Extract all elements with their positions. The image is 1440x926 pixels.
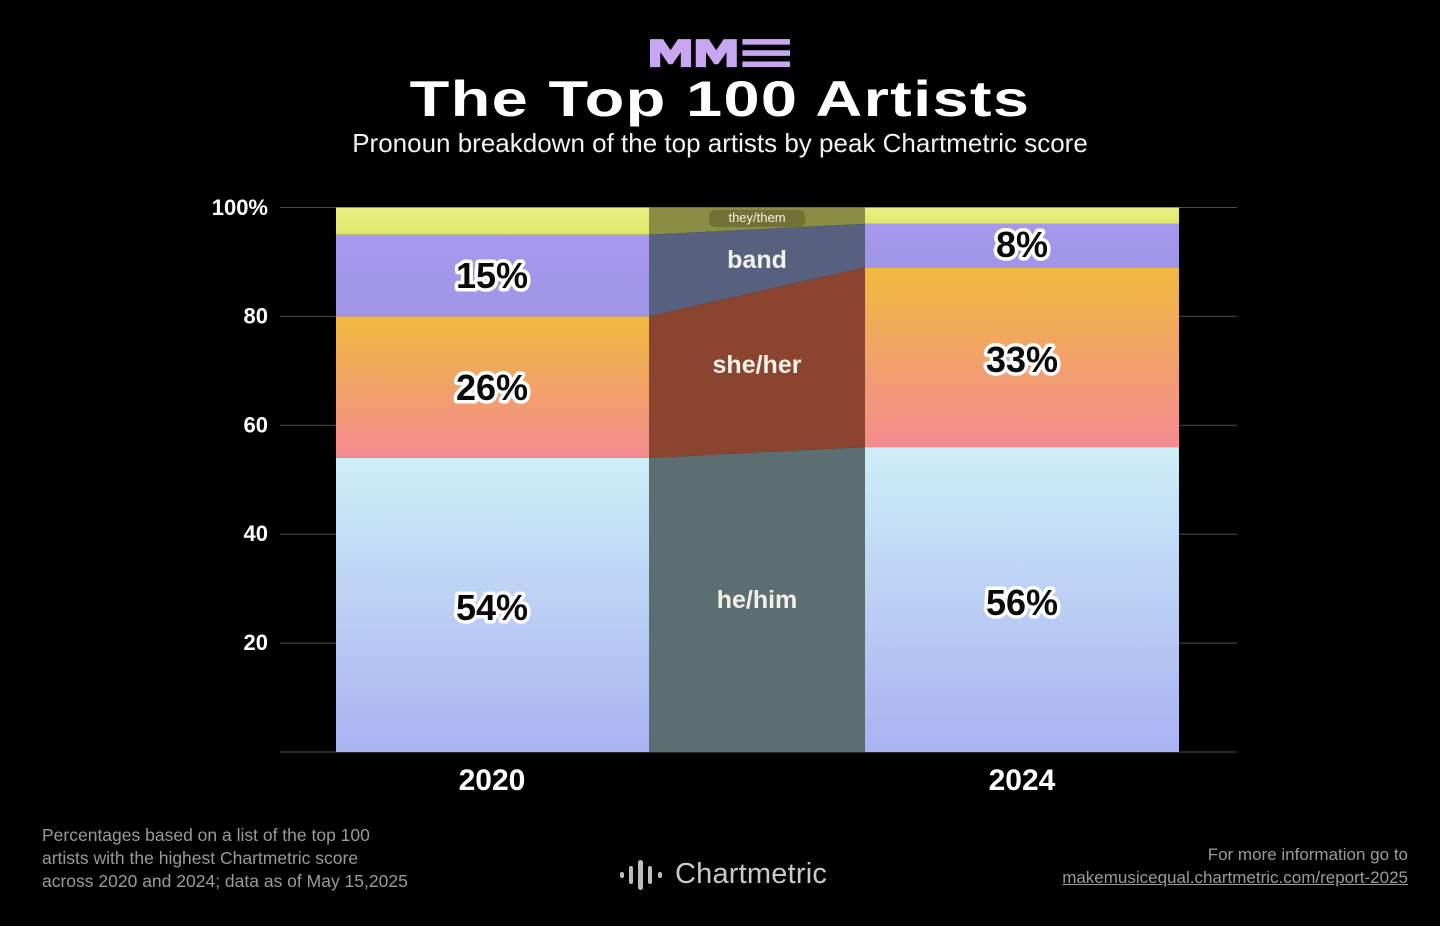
svg-text:they/them: they/them: [728, 210, 785, 225]
svg-text:56%: 56%: [986, 582, 1058, 623]
svg-text:40: 40: [244, 521, 268, 546]
svg-text:33%: 33%: [986, 339, 1058, 380]
svg-text:20: 20: [244, 630, 268, 655]
svg-text:15%: 15%: [456, 255, 528, 296]
svg-text:60: 60: [244, 412, 268, 437]
svg-text:2024: 2024: [989, 764, 1056, 797]
svg-text:80: 80: [244, 303, 268, 328]
svg-text:band: band: [727, 246, 787, 274]
svg-text:54%: 54%: [456, 587, 528, 628]
svg-text:26%: 26%: [456, 367, 528, 408]
svg-text:he/him: he/him: [717, 586, 798, 614]
svg-text:8%: 8%: [996, 224, 1048, 265]
svg-text:2020: 2020: [459, 764, 526, 797]
svg-text:100%: 100%: [212, 195, 268, 220]
svg-text:she/her: she/her: [713, 351, 802, 379]
